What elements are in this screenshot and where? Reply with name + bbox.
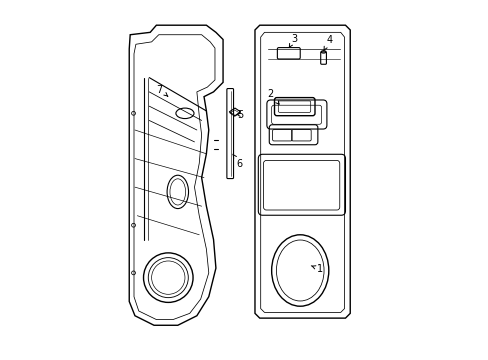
Text: 1: 1 — [311, 264, 322, 274]
Text: 6: 6 — [232, 154, 243, 169]
Text: 4: 4 — [323, 35, 332, 51]
Text: 5: 5 — [237, 110, 244, 120]
Text: 3: 3 — [289, 33, 297, 47]
Text: 7: 7 — [156, 85, 167, 96]
Text: 2: 2 — [267, 89, 279, 104]
